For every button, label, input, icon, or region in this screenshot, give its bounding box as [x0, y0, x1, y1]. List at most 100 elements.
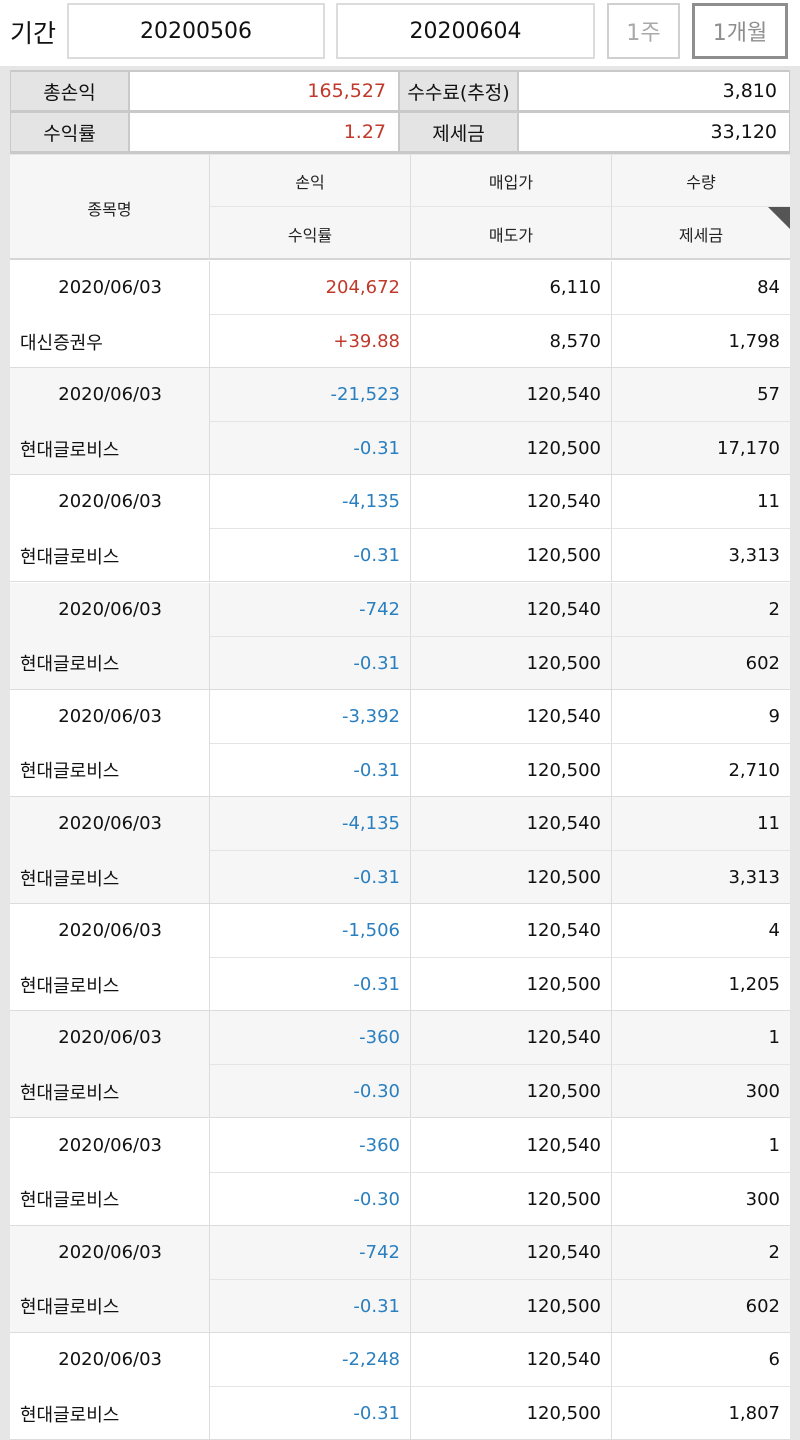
stock-name: 현대글로비스	[20, 868, 120, 890]
profit-value: -1,506	[341, 920, 400, 942]
return-rate-value: -0.31	[353, 974, 400, 996]
stock-name: 현대글로비스	[20, 761, 120, 783]
table-row[interactable]: 2020/06/03 현대글로비스 -742 -0.31 120,540 120,500 2…	[10, 1225, 790, 1333]
return-rate-value: -0.31	[353, 867, 400, 888]
quantity-value: 2	[768, 1241, 780, 1263]
return-rate-value: -0.31	[353, 652, 400, 674]
buy-price-value: 120,540	[526, 1349, 601, 1370]
fee-label: 수수료(추정)	[400, 72, 517, 110]
trade-table[interactable]: 종목명 손익 매입가 수량 수익률 매도가 제세금 2020/06/03 대신증권…	[10, 155, 790, 1440]
column-divider	[209, 797, 210, 904]
corner-indicator	[768, 207, 790, 229]
column-divider	[209, 475, 210, 583]
quantity-value: 2	[768, 598, 780, 620]
profit-value: -742	[359, 1241, 400, 1263]
table-row[interactable]: 2020/06/03 현대글로비스 -21,523 -0.31 120,540 120,5…	[10, 368, 790, 476]
stock-name: 현대글로비스	[20, 1404, 120, 1426]
table-row[interactable]: 2020/06/03 현대글로비스 -360 -0.30 120,540 120,500 1…	[10, 1118, 790, 1226]
profit-value: -360	[359, 1027, 400, 1049]
buy-price-value: 120,540	[526, 1027, 601, 1049]
sell-price-value: 120,500	[526, 438, 601, 460]
fee-value: 3,810	[519, 72, 789, 110]
stock-name: 현대글로비스	[20, 546, 120, 568]
quantity-value: 4	[768, 920, 780, 942]
table-row[interactable]: 2020/06/03 현대글로비스 -1,506 -0.31 120,540 120,50…	[10, 904, 790, 1012]
trade-date: 2020/06/03	[58, 1027, 162, 1049]
sell-price-value: 120,500	[526, 1403, 601, 1424]
trade-date: 2020/06/03	[58, 384, 162, 406]
sell-price-value: 120,500	[526, 974, 601, 996]
column-divider	[209, 261, 210, 368]
column-divider	[209, 1118, 210, 1226]
table-row[interactable]: 2020/06/03 대신증권우 204,672 +39.88 6,110 8,570 84…	[10, 261, 790, 368]
row-midline	[210, 1064, 790, 1066]
profit-value: -4,135	[341, 491, 400, 513]
quantity-value: 1	[768, 1134, 780, 1156]
profit-value: -360	[359, 1134, 400, 1156]
start-date-field[interactable]: 20200506	[67, 3, 325, 59]
return-rate-label: 수익률	[11, 113, 128, 151]
header-profit: 손익	[295, 172, 325, 192]
return-rate-value: +39.88	[333, 331, 400, 352]
stock-name: 현대글로비스	[20, 1190, 120, 1212]
row-midline	[210, 1278, 790, 1280]
table-row[interactable]: 2020/06/03 현대글로비스 -4,135 -0.31 120,540 120,50…	[10, 797, 790, 904]
buy-price-value: 6,110	[549, 277, 601, 298]
column-divider	[209, 368, 210, 476]
buy-price-value: 120,540	[526, 598, 601, 620]
header-divider	[209, 155, 210, 260]
row-midline	[210, 314, 790, 315]
profit-value: -3,392	[341, 705, 400, 727]
table-row[interactable]: 2020/06/03 현대글로비스 -2,248 -0.31 120,540 120,50…	[10, 1333, 790, 1440]
period-label: 기간	[10, 19, 57, 48]
row-midline	[210, 1171, 790, 1173]
sell-price-value: 120,500	[526, 759, 601, 781]
one-week-button[interactable]: 1주	[607, 3, 680, 59]
header-return-rate: 수익률	[287, 225, 333, 245]
quantity-value: 84	[757, 277, 780, 298]
tax-value: 300	[745, 1188, 780, 1210]
quantity-value: 9	[768, 705, 780, 727]
tax-value: 1,798	[728, 331, 780, 352]
return-rate-value: -0.30	[353, 1188, 400, 1210]
header-midline	[210, 206, 790, 207]
column-divider	[209, 904, 210, 1012]
column-divider	[209, 689, 210, 797]
one-month-button[interactable]: 1개월	[692, 3, 788, 59]
stock-name: 대신증권우	[20, 332, 103, 354]
table-row[interactable]: 2020/06/03 현대글로비스 -742 -0.31 120,540 120,500 2…	[10, 582, 790, 690]
buy-price-value: 120,540	[526, 920, 601, 942]
table-row[interactable]: 2020/06/03 현대글로비스 -3,392 -0.31 120,540 120,50…	[10, 689, 790, 797]
profit-value: 204,672	[325, 277, 400, 298]
header-stock-name: 종목명	[87, 199, 132, 219]
table-row[interactable]: 2020/06/03 현대글로비스 -360 -0.30 120,540 120,500 1…	[10, 1011, 790, 1119]
row-midline	[210, 742, 790, 744]
sell-price-value: 120,500	[526, 1295, 601, 1317]
column-divider	[209, 1011, 210, 1119]
row-midline	[210, 1386, 790, 1387]
trade-date: 2020/06/03	[58, 1134, 162, 1156]
sell-price-value: 120,500	[526, 545, 601, 567]
trade-date: 2020/06/03	[58, 598, 162, 620]
tax-value: 1,205	[728, 974, 780, 996]
row-midline	[210, 421, 790, 423]
tax-value: 300	[745, 1081, 780, 1103]
trade-date: 2020/06/03	[58, 1241, 162, 1263]
buy-price-value: 120,540	[526, 1241, 601, 1263]
return-rate-value: -0.31	[353, 1403, 400, 1424]
end-date-field[interactable]: 20200604	[336, 3, 595, 59]
header-divider	[410, 155, 411, 260]
tax-value: 17,170	[717, 438, 780, 460]
total-profit-label: 총손익	[11, 72, 128, 110]
tax-value: 3,313	[728, 867, 780, 888]
return-rate-value: -0.31	[353, 545, 400, 567]
tax-value: 602	[745, 1295, 780, 1317]
trade-date: 2020/06/03	[58, 920, 162, 942]
stock-name: 현대글로비스	[20, 1297, 120, 1319]
total-profit-value: 165,527	[130, 72, 398, 110]
table-row[interactable]: 2020/06/03 현대글로비스 -4,135 -0.31 120,540 120,50…	[10, 475, 790, 583]
sell-price-value: 120,500	[526, 1188, 601, 1210]
trade-date: 2020/06/03	[58, 277, 162, 298]
column-divider	[209, 1225, 210, 1333]
row-midline	[210, 635, 790, 637]
